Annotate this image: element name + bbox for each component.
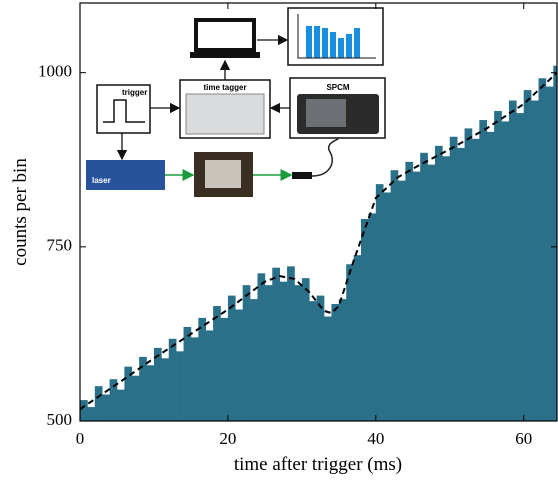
histogram-bar bbox=[220, 317, 229, 421]
spcm-screen bbox=[306, 99, 346, 127]
histogram-bar bbox=[153, 347, 162, 421]
histogram-bar bbox=[227, 295, 236, 421]
monitor-icon bbox=[194, 18, 256, 52]
laser-label: laser bbox=[92, 176, 111, 185]
histogram-bar bbox=[250, 299, 258, 421]
x-axis-label: time after trigger (ms) bbox=[234, 454, 402, 475]
time-tagger-device bbox=[185, 93, 265, 135]
histogram-bar bbox=[346, 264, 354, 421]
histogram-bar bbox=[146, 365, 155, 421]
histogram-bar bbox=[109, 379, 118, 421]
histogram-bar bbox=[412, 171, 421, 421]
histogram-bar bbox=[531, 100, 539, 421]
histogram-bar bbox=[471, 138, 480, 421]
laser-device bbox=[86, 160, 165, 190]
histogram-bar bbox=[213, 306, 221, 421]
histogram-bar bbox=[80, 400, 88, 421]
histogram-bar bbox=[242, 285, 251, 421]
histogram-bar bbox=[508, 100, 517, 421]
histogram-bar bbox=[464, 128, 473, 421]
histogram-bar bbox=[434, 145, 443, 421]
x-tick-label: 0 bbox=[76, 429, 85, 448]
spcm-label: SPCM bbox=[326, 83, 349, 92]
trigger-box bbox=[96, 84, 151, 134]
y-tick-label: 500 bbox=[47, 410, 73, 429]
histogram-bar bbox=[375, 184, 384, 421]
histogram-bar bbox=[390, 170, 399, 421]
histogram-bar bbox=[523, 90, 532, 421]
histogram-bar bbox=[190, 337, 199, 421]
time-tagger-label: time tagger bbox=[203, 83, 246, 92]
histogram-bar bbox=[131, 375, 140, 421]
histogram-bar bbox=[94, 386, 103, 421]
histogram-bar bbox=[287, 266, 295, 421]
histogram-bar bbox=[279, 281, 288, 421]
monitor-base bbox=[190, 52, 260, 58]
histogram-bar bbox=[353, 255, 362, 421]
plot-icon-bars bbox=[306, 26, 360, 58]
histogram-bar bbox=[116, 389, 125, 421]
sample-mount bbox=[205, 160, 241, 188]
plot-icon-axes bbox=[297, 14, 376, 59]
pulse-icon bbox=[103, 99, 145, 123]
histogram-bar bbox=[257, 273, 266, 421]
histogram-bar bbox=[168, 338, 177, 421]
histogram-bar bbox=[494, 110, 502, 421]
histogram-bar bbox=[272, 267, 280, 421]
histogram-bar bbox=[361, 218, 369, 421]
histogram-bar bbox=[102, 394, 110, 421]
histogram-bar bbox=[538, 78, 547, 421]
histogram-bar bbox=[294, 285, 303, 421]
fiber-cable bbox=[311, 137, 339, 177]
histogram-bar bbox=[420, 152, 428, 421]
histogram-bar bbox=[87, 407, 96, 421]
histogram-bar bbox=[338, 299, 347, 421]
histogram-bar bbox=[545, 86, 554, 421]
x-tick-label: 40 bbox=[367, 429, 384, 448]
trigger-label: trigger bbox=[122, 88, 147, 97]
histogram-bar bbox=[553, 65, 557, 421]
fit-line bbox=[80, 71, 557, 410]
histogram-bar bbox=[501, 121, 510, 421]
x-tick-label: 20 bbox=[219, 429, 236, 448]
histogram-bar bbox=[398, 180, 406, 421]
histogram-bar bbox=[479, 120, 488, 421]
y-tick-label: 750 bbox=[47, 236, 73, 255]
histogram-bar bbox=[427, 164, 436, 421]
histogram-bar bbox=[368, 213, 377, 421]
histogram-bar bbox=[442, 156, 451, 421]
plot-area bbox=[80, 65, 557, 421]
setup-diagram: trigger time tagger SPCM laser bbox=[86, 7, 386, 197]
histogram-bar bbox=[331, 303, 340, 421]
histogram-bar bbox=[457, 147, 465, 421]
histogram-bar bbox=[324, 316, 332, 421]
plot-frame bbox=[79, 2, 558, 422]
histogram-bar bbox=[264, 285, 273, 421]
histogram-bar bbox=[301, 278, 310, 421]
histogram-bar bbox=[176, 351, 184, 421]
histogram-bar bbox=[516, 113, 525, 421]
fiber-connector bbox=[292, 172, 312, 179]
arrows bbox=[116, 34, 290, 161]
histogram-bar bbox=[486, 131, 495, 421]
y-axis-label: counts per bin bbox=[10, 158, 31, 266]
histogram-bar bbox=[124, 366, 133, 421]
histogram-bar bbox=[183, 326, 192, 421]
y-tick-label: 1000 bbox=[38, 62, 72, 81]
histogram-bar bbox=[383, 192, 391, 421]
histogram-bar bbox=[235, 309, 243, 421]
histogram-bar bbox=[205, 330, 214, 421]
histogram-bar bbox=[316, 295, 325, 421]
x-tick-label: 60 bbox=[515, 429, 532, 448]
histogram-bar bbox=[198, 317, 207, 421]
histogram-bar bbox=[309, 301, 317, 421]
histogram-bar bbox=[405, 161, 414, 421]
histogram-bar bbox=[139, 356, 147, 421]
histogram-bar bbox=[161, 358, 170, 421]
histogram-bar bbox=[449, 136, 458, 421]
